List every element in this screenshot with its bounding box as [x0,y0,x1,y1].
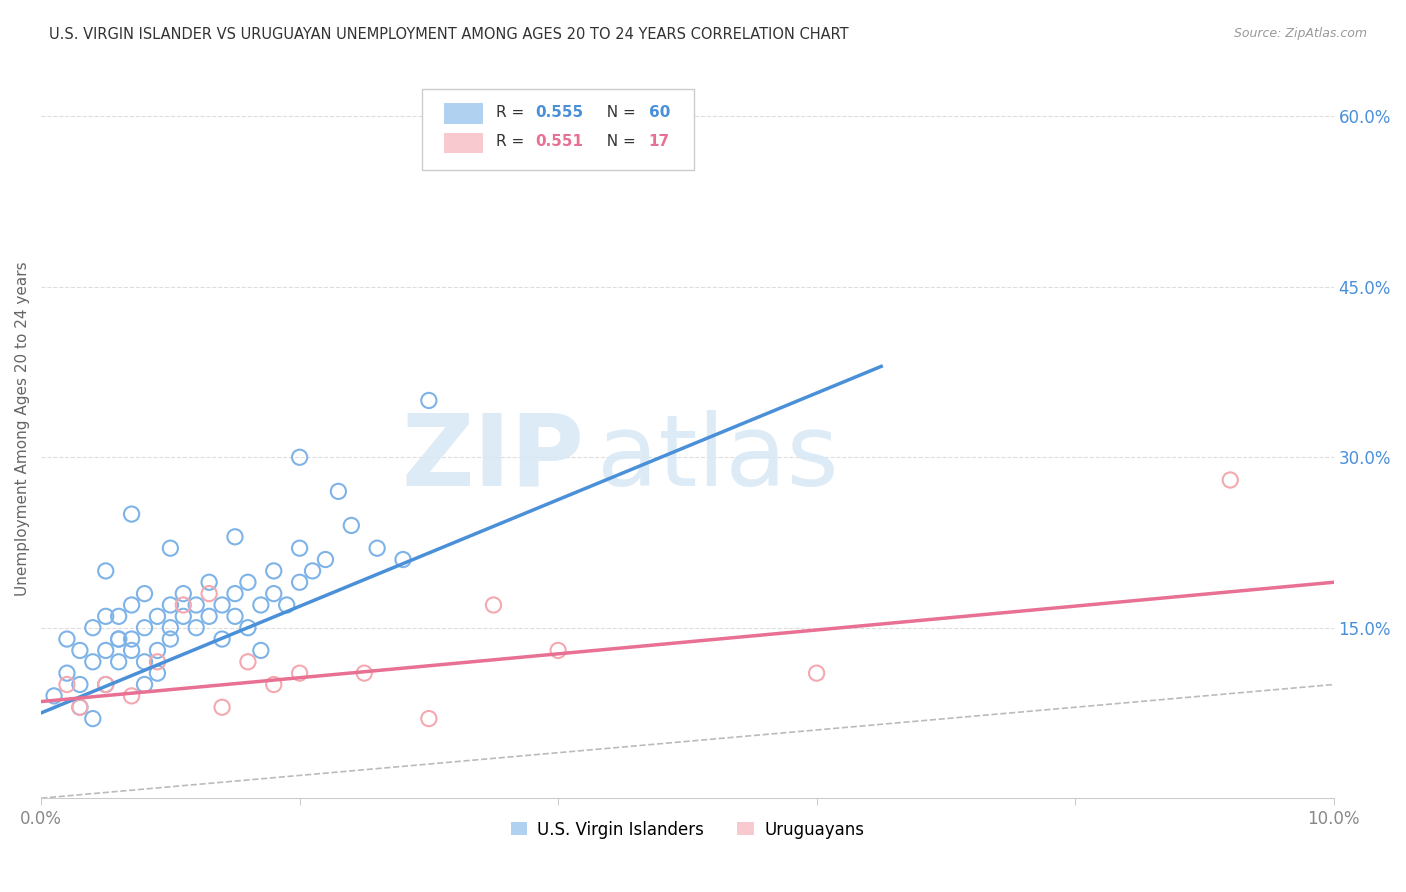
Point [392,552,415,566]
Point [186,621,208,635]
Point [547,643,569,657]
Point [198,609,221,624]
Point [159,598,181,612]
Point [224,530,246,544]
Point [146,643,169,657]
Point [82,621,104,635]
Point [134,586,156,600]
Point [211,700,233,714]
Point [482,598,505,612]
Point [121,689,143,703]
Point [276,598,298,612]
Point [288,541,311,556]
Point [301,564,323,578]
Point [134,655,156,669]
Point [250,643,273,657]
Point [224,609,246,624]
Point [172,609,194,624]
Point [159,621,181,635]
Point [134,621,156,635]
Point [288,575,311,590]
Point [107,609,129,624]
Text: N =: N = [598,104,641,120]
Point [172,598,194,612]
Point [121,643,143,657]
Point [198,575,221,590]
Point [314,552,336,566]
Point [82,712,104,726]
Point [56,677,79,691]
Text: ZIP: ZIP [401,410,583,507]
Point [366,541,388,556]
Point [146,609,169,624]
Point [186,598,208,612]
Text: 0.555: 0.555 [534,104,583,120]
Text: 60: 60 [648,104,671,120]
Point [121,632,143,646]
Point [211,598,233,612]
Y-axis label: Unemployment Among Ages 20 to 24 years: Unemployment Among Ages 20 to 24 years [15,261,30,596]
Point [353,666,375,681]
Point [224,586,246,600]
Text: 17: 17 [648,134,669,149]
Point [121,507,143,521]
Point [69,700,91,714]
Point [418,393,440,408]
Point [146,666,169,681]
Point [159,541,181,556]
Point [236,621,259,635]
Point [159,632,181,646]
Text: R =: R = [496,104,529,120]
Point [56,632,79,646]
Text: U.S. VIRGIN ISLANDER VS URUGUAYAN UNEMPLOYMENT AMONG AGES 20 TO 24 YEARS CORRELA: U.S. VIRGIN ISLANDER VS URUGUAYAN UNEMPL… [49,27,849,42]
Point [69,643,91,657]
Point [94,677,117,691]
FancyBboxPatch shape [422,89,693,170]
Text: 0.551: 0.551 [534,134,583,149]
Point [236,575,259,590]
Point [806,666,828,681]
Point [211,632,233,646]
Text: R =: R = [496,134,529,149]
Point [94,564,117,578]
Point [107,632,129,646]
Point [121,598,143,612]
Point [236,655,259,669]
Text: Source: ZipAtlas.com: Source: ZipAtlas.com [1233,27,1367,40]
Point [328,484,350,499]
Point [42,689,65,703]
Point [94,609,117,624]
Point [263,564,285,578]
Point [198,586,221,600]
Point [107,655,129,669]
Bar [444,133,484,153]
Point [1219,473,1241,487]
Point [146,655,169,669]
Point [94,677,117,691]
Point [263,677,285,691]
Point [340,518,363,533]
Text: atlas: atlas [598,410,838,507]
Point [94,643,117,657]
Legend: U.S. Virgin Islanders, Uruguayans: U.S. Virgin Islanders, Uruguayans [503,814,870,846]
Point [69,677,91,691]
Point [263,586,285,600]
Point [288,666,311,681]
Bar [444,103,484,124]
Point [69,700,91,714]
Point [288,450,311,465]
Point [250,598,273,612]
Point [172,586,194,600]
Text: N =: N = [598,134,641,149]
Point [107,632,129,646]
Point [418,712,440,726]
Point [56,666,79,681]
Point [82,655,104,669]
Point [134,677,156,691]
